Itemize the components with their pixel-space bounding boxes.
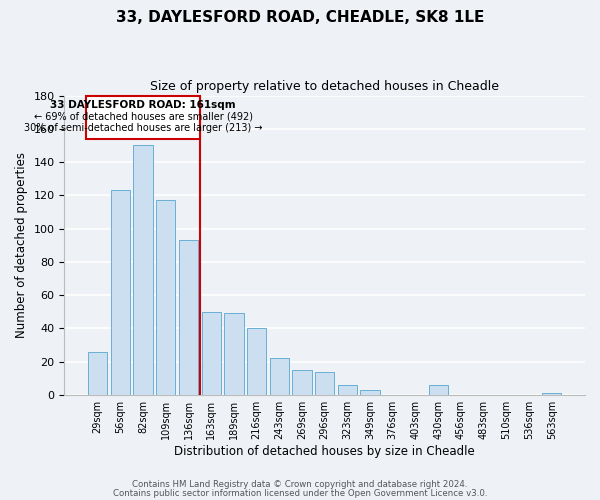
Bar (156, 200, 175, 395)
Bar (247, 328, 266, 395)
Bar (179, 240, 198, 395)
Bar (315, 372, 334, 395)
Bar (133, 146, 153, 395)
Bar (86, 96, 200, 139)
Text: 30% of semi-detached houses are larger (213) →: 30% of semi-detached houses are larger (… (24, 123, 262, 133)
X-axis label: Distribution of detached houses by size in Cheadle: Distribution of detached houses by size … (175, 444, 475, 458)
Bar (428, 385, 448, 395)
Text: 33 DAYLESFORD ROAD: 161sqm: 33 DAYLESFORD ROAD: 161sqm (50, 100, 236, 110)
Bar (88, 352, 107, 395)
Text: Contains HM Land Registry data © Crown copyright and database right 2024.: Contains HM Land Registry data © Crown c… (132, 480, 468, 489)
Text: Contains public sector information licensed under the Open Government Licence v3: Contains public sector information licen… (113, 488, 487, 498)
Bar (111, 190, 130, 395)
Bar (338, 385, 357, 395)
Bar (292, 370, 311, 395)
Bar (542, 393, 562, 395)
Bar (202, 312, 221, 395)
Bar (269, 358, 289, 395)
Bar (361, 390, 380, 395)
Bar (224, 314, 244, 395)
Title: Size of property relative to detached houses in Cheadle: Size of property relative to detached ho… (150, 80, 499, 93)
Text: 33, DAYLESFORD ROAD, CHEADLE, SK8 1LE: 33, DAYLESFORD ROAD, CHEADLE, SK8 1LE (116, 10, 484, 25)
Text: ← 69% of detached houses are smaller (492): ← 69% of detached houses are smaller (49… (34, 112, 253, 122)
Y-axis label: Number of detached properties: Number of detached properties (15, 152, 28, 338)
